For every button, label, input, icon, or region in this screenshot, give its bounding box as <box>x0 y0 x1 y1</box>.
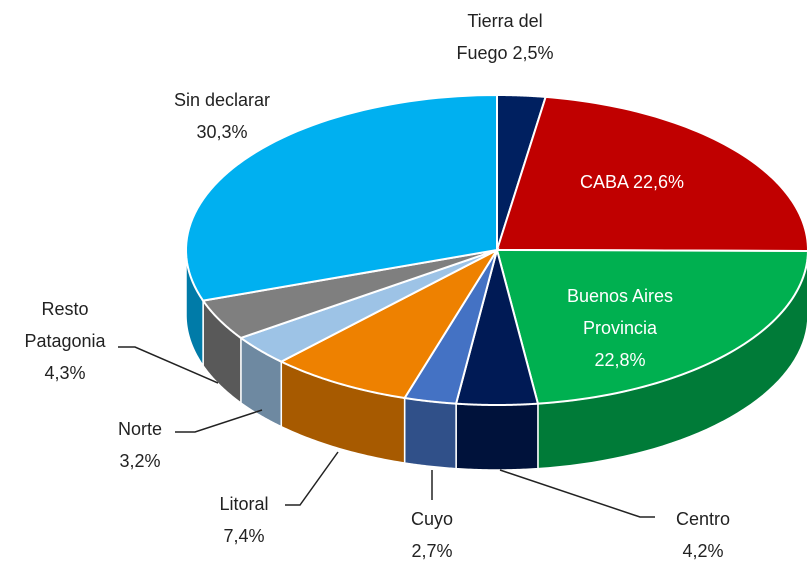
value-label: 3,2% <box>119 451 161 471</box>
category-label: Centro <box>675 509 731 529</box>
leader-lines <box>118 346 655 518</box>
value-label: 22,8% <box>594 350 646 370</box>
slice <box>495 248 807 405</box>
slice <box>201 249 498 340</box>
leader-line <box>175 409 263 433</box>
data-label: Tierra del Fuego 2,5% <box>445 5 565 69</box>
value-label: 4,3% <box>44 363 86 383</box>
data-label: Sin declarar 30,3% <box>157 84 287 148</box>
value-label: 4,2% <box>682 541 724 561</box>
category-label: Tierra del Fuego <box>456 11 543 63</box>
category-label: Resto Patagonia <box>24 299 106 351</box>
category-label: Sin declarar <box>173 90 271 110</box>
data-label: Norte 3,2% <box>105 413 175 477</box>
data-label: Resto Patagonia 4,3% <box>10 293 120 389</box>
leader-line <box>499 469 655 518</box>
slice-side <box>455 402 539 471</box>
leader-line <box>285 451 339 506</box>
category-label: Buenos Aires Provincia <box>566 286 674 338</box>
slice <box>185 93 498 302</box>
category-label: Litoral <box>219 494 269 514</box>
category-label: CABA <box>579 172 628 192</box>
leader-line <box>118 346 219 384</box>
data-label: Cuyo 2,7% <box>402 503 462 563</box>
category-label: Norte <box>117 419 162 439</box>
slice-side <box>403 397 457 470</box>
pie-sides <box>185 249 807 471</box>
data-label: Centro 4,2% <box>663 503 743 563</box>
slice <box>238 249 498 363</box>
value-label: 2,5% <box>512 43 554 63</box>
value-label: 22,6% <box>633 172 685 192</box>
pie-tops <box>185 93 807 407</box>
slice <box>495 95 807 252</box>
data-label: CABA 22,6% <box>532 166 732 198</box>
data-label: Litoral 7,4% <box>209 488 279 552</box>
category-label: Cuyo <box>410 509 454 529</box>
slice <box>454 246 540 407</box>
value-label: 2,7% <box>411 541 453 561</box>
data-label: Buenos Aires Provincia 22,8% <box>555 280 685 376</box>
value-label: 7,4% <box>223 526 265 546</box>
value-label: 30,3% <box>196 122 248 142</box>
slice <box>279 247 500 400</box>
